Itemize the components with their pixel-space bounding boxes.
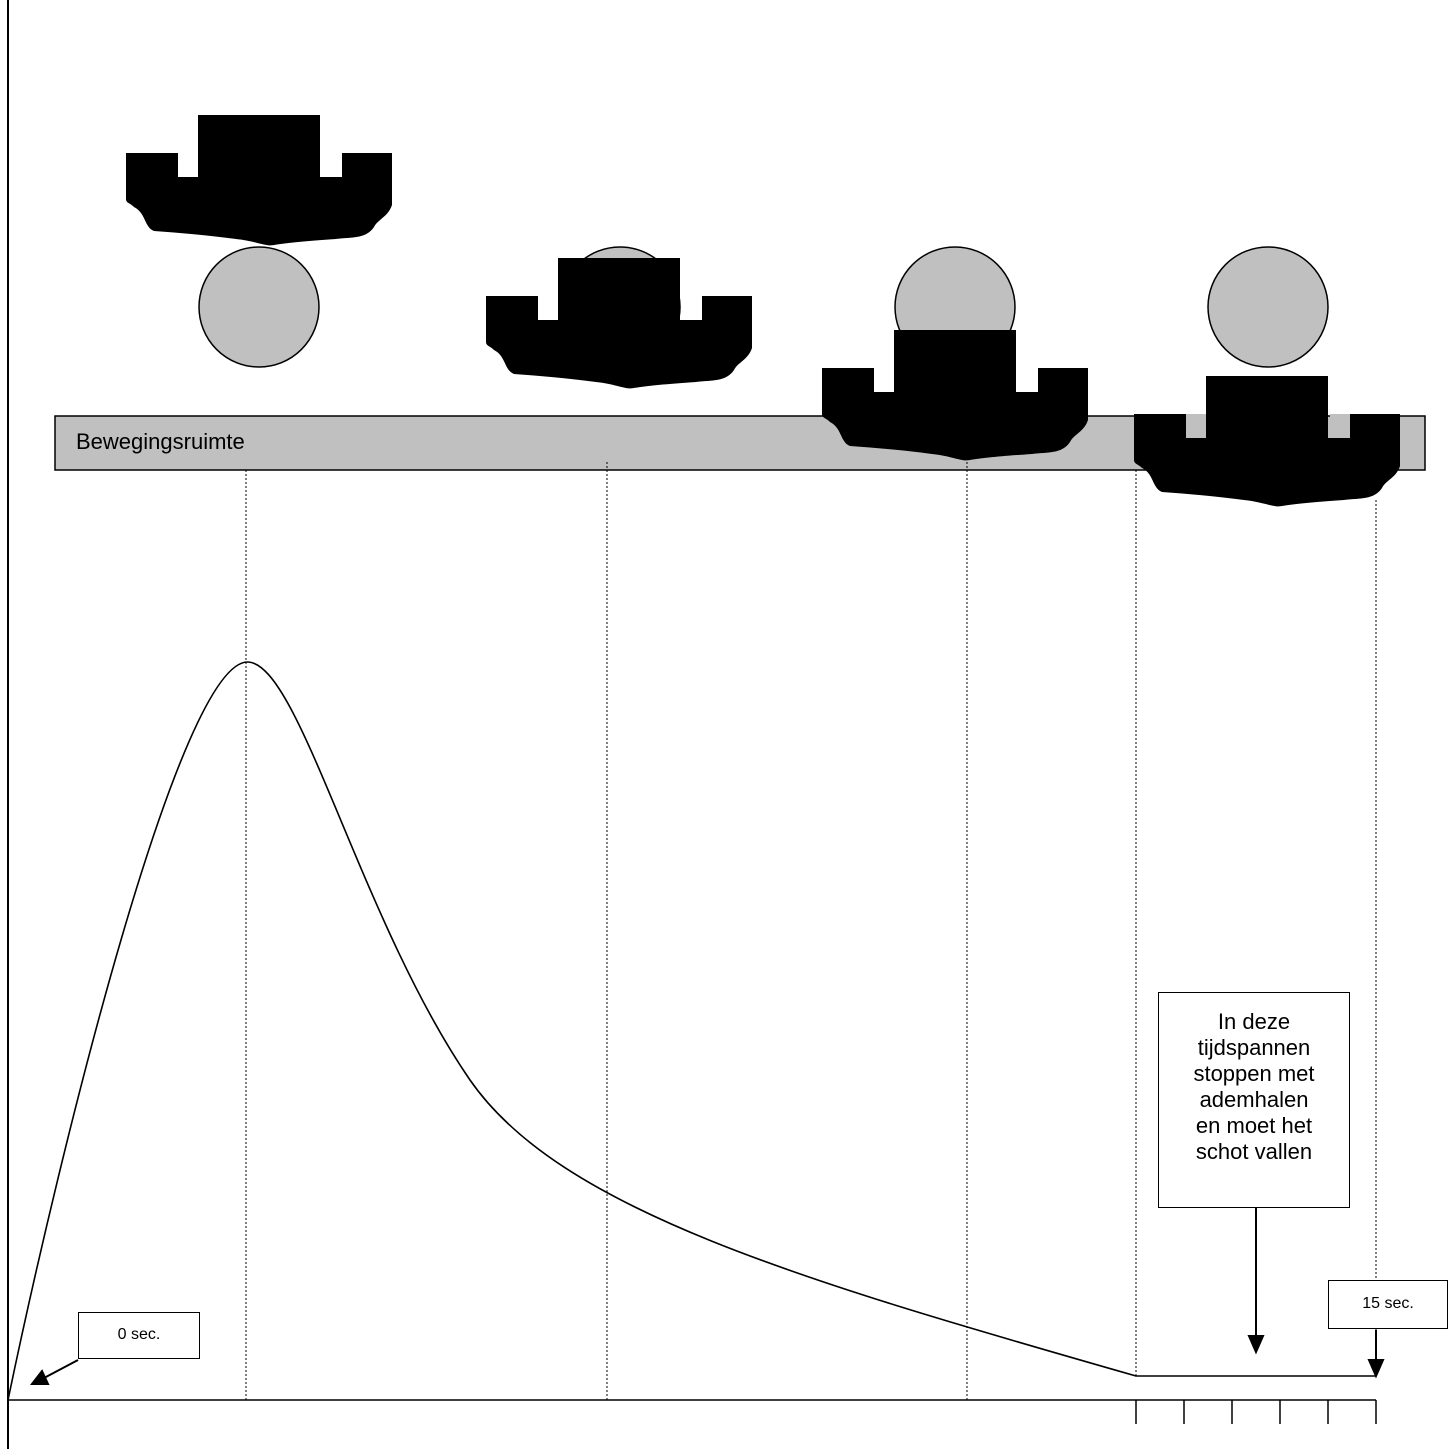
guide-lines xyxy=(245,462,1377,1400)
callout-line: ademhalen xyxy=(1199,1087,1309,1112)
callout-line: en moet het xyxy=(1195,1113,1313,1138)
arrow-left-down-icon xyxy=(43,1359,79,1379)
rifle-front-sight-icon xyxy=(486,258,752,389)
callout-box: In deze tijdspannen stoppen met ademhale… xyxy=(1158,992,1350,1208)
sight-notch xyxy=(1330,414,1350,438)
end-time-label: 15 sec. xyxy=(1328,1280,1448,1329)
rifle-front-sight-icon xyxy=(822,330,1088,461)
start-time-label: 0 sec. xyxy=(78,1312,200,1359)
rifle-front-sight-icon xyxy=(1134,376,1400,507)
rifle-front-sight-icon xyxy=(126,115,392,246)
callout-line: In deze xyxy=(1217,1009,1291,1034)
x-axis-ticks xyxy=(1135,1400,1377,1424)
target-bull-icon xyxy=(1207,246,1329,368)
breathing-curve xyxy=(7,661,1376,1401)
band-label: Bewegingsruimte xyxy=(76,429,245,454)
sight-notch xyxy=(1186,414,1206,438)
callout-line: stoppen met xyxy=(1193,1061,1315,1086)
callout-line: tijdspannen xyxy=(1197,1035,1311,1060)
callout-line: schot vallen xyxy=(1195,1139,1313,1164)
target-bull-icon xyxy=(198,246,320,368)
